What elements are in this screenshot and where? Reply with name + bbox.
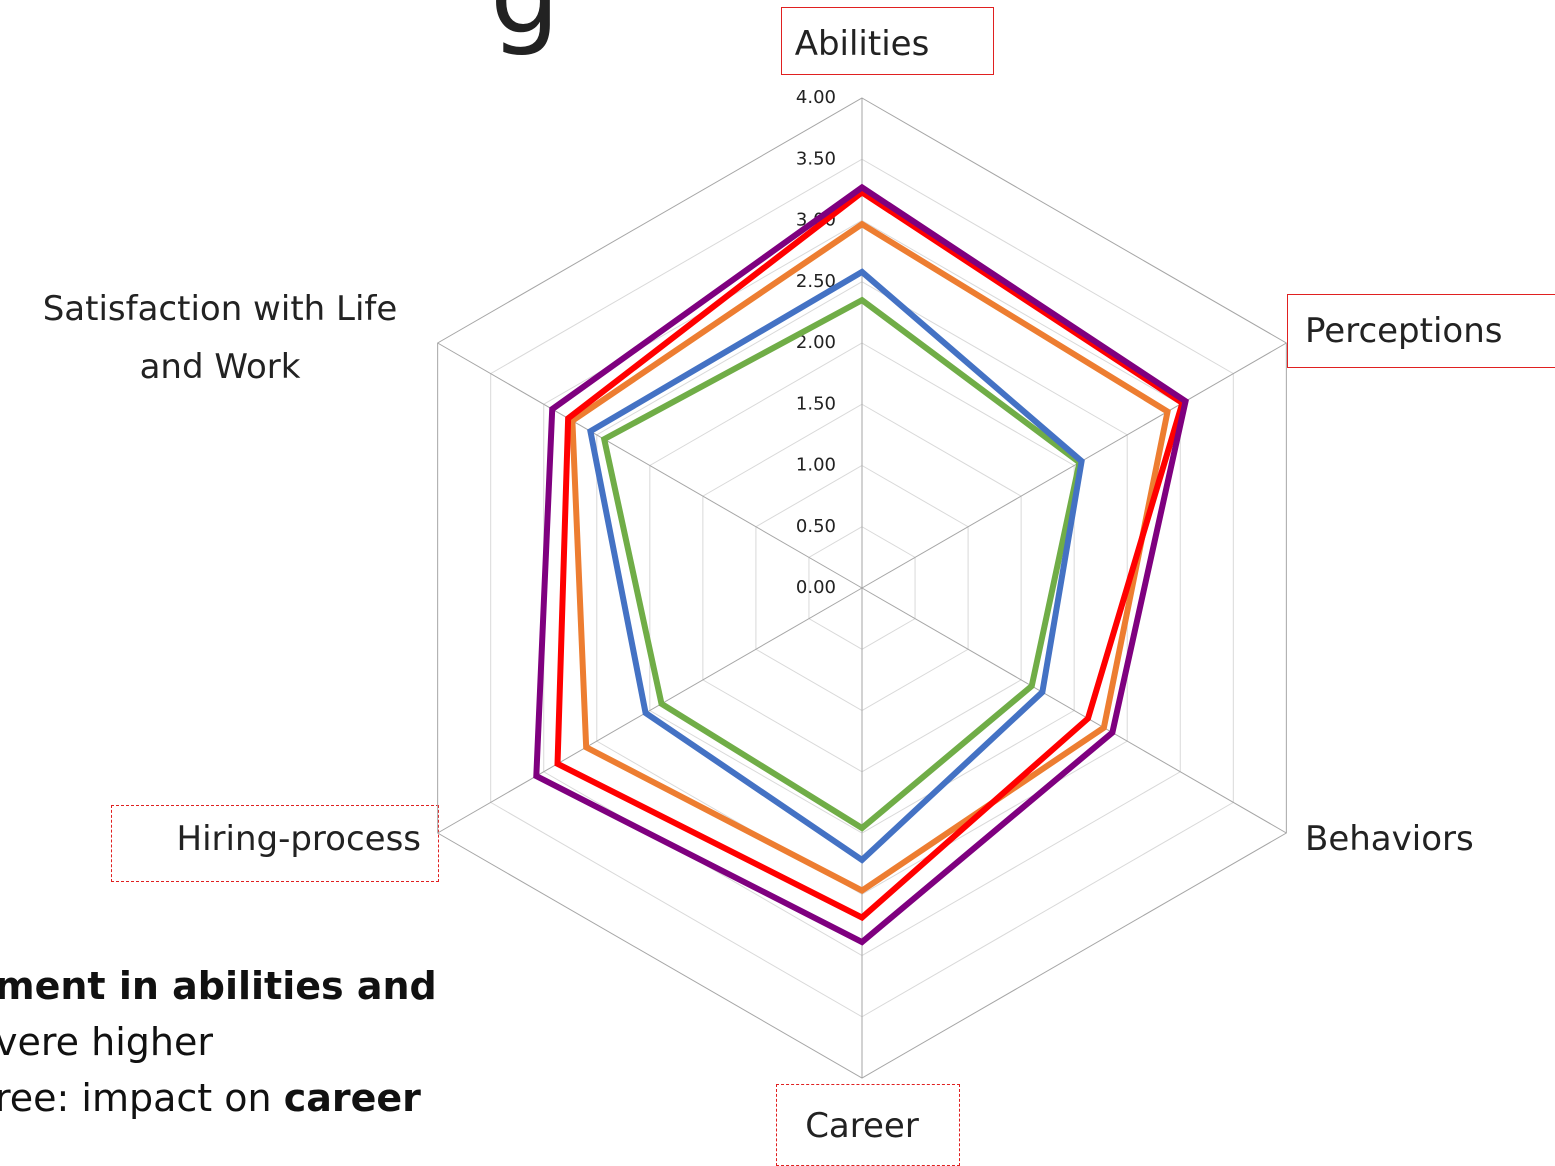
spoke [437, 342, 863, 589]
label-box [1287, 294, 1555, 368]
text-run: ree: impact on [0, 1076, 284, 1120]
spoke [861, 587, 1287, 834]
series-line [587, 268, 1085, 864]
y-tick-label: 0.50 [796, 516, 836, 537]
axis-label: Abilities [794, 24, 930, 64]
y-tick-label: 1.00 [796, 455, 836, 476]
spoke [861, 342, 1287, 589]
axis-label: Satisfaction with Life and Work [42, 289, 398, 387]
text-line: ree: impact on career [0, 1076, 421, 1120]
y-tick-label: 1.50 [796, 393, 836, 414]
y-tick-label: 4.00 [796, 87, 836, 108]
axis-label: Behaviors [1305, 819, 1474, 859]
y-tick-label: 0.00 [796, 577, 836, 598]
y-tick-label: 3.50 [796, 148, 836, 169]
series-line [533, 183, 1189, 946]
axis-label: Hiring-process [176, 819, 422, 859]
series-line [569, 220, 1171, 895]
y-tick-label: 2.00 [796, 332, 836, 353]
text-run: career [283, 1076, 421, 1120]
text-line: vere higher [0, 1020, 213, 1064]
spoke [437, 587, 863, 834]
axis-label: Perceptions [1305, 311, 1503, 351]
label-box [781, 7, 994, 75]
title-fragment: g [490, 0, 560, 58]
series-line [554, 188, 1186, 922]
label-box [111, 805, 439, 882]
text-line: ment in abilities and [0, 964, 437, 1008]
axis-label: Career [805, 1106, 919, 1146]
y-tick-label: 2.50 [796, 271, 836, 292]
